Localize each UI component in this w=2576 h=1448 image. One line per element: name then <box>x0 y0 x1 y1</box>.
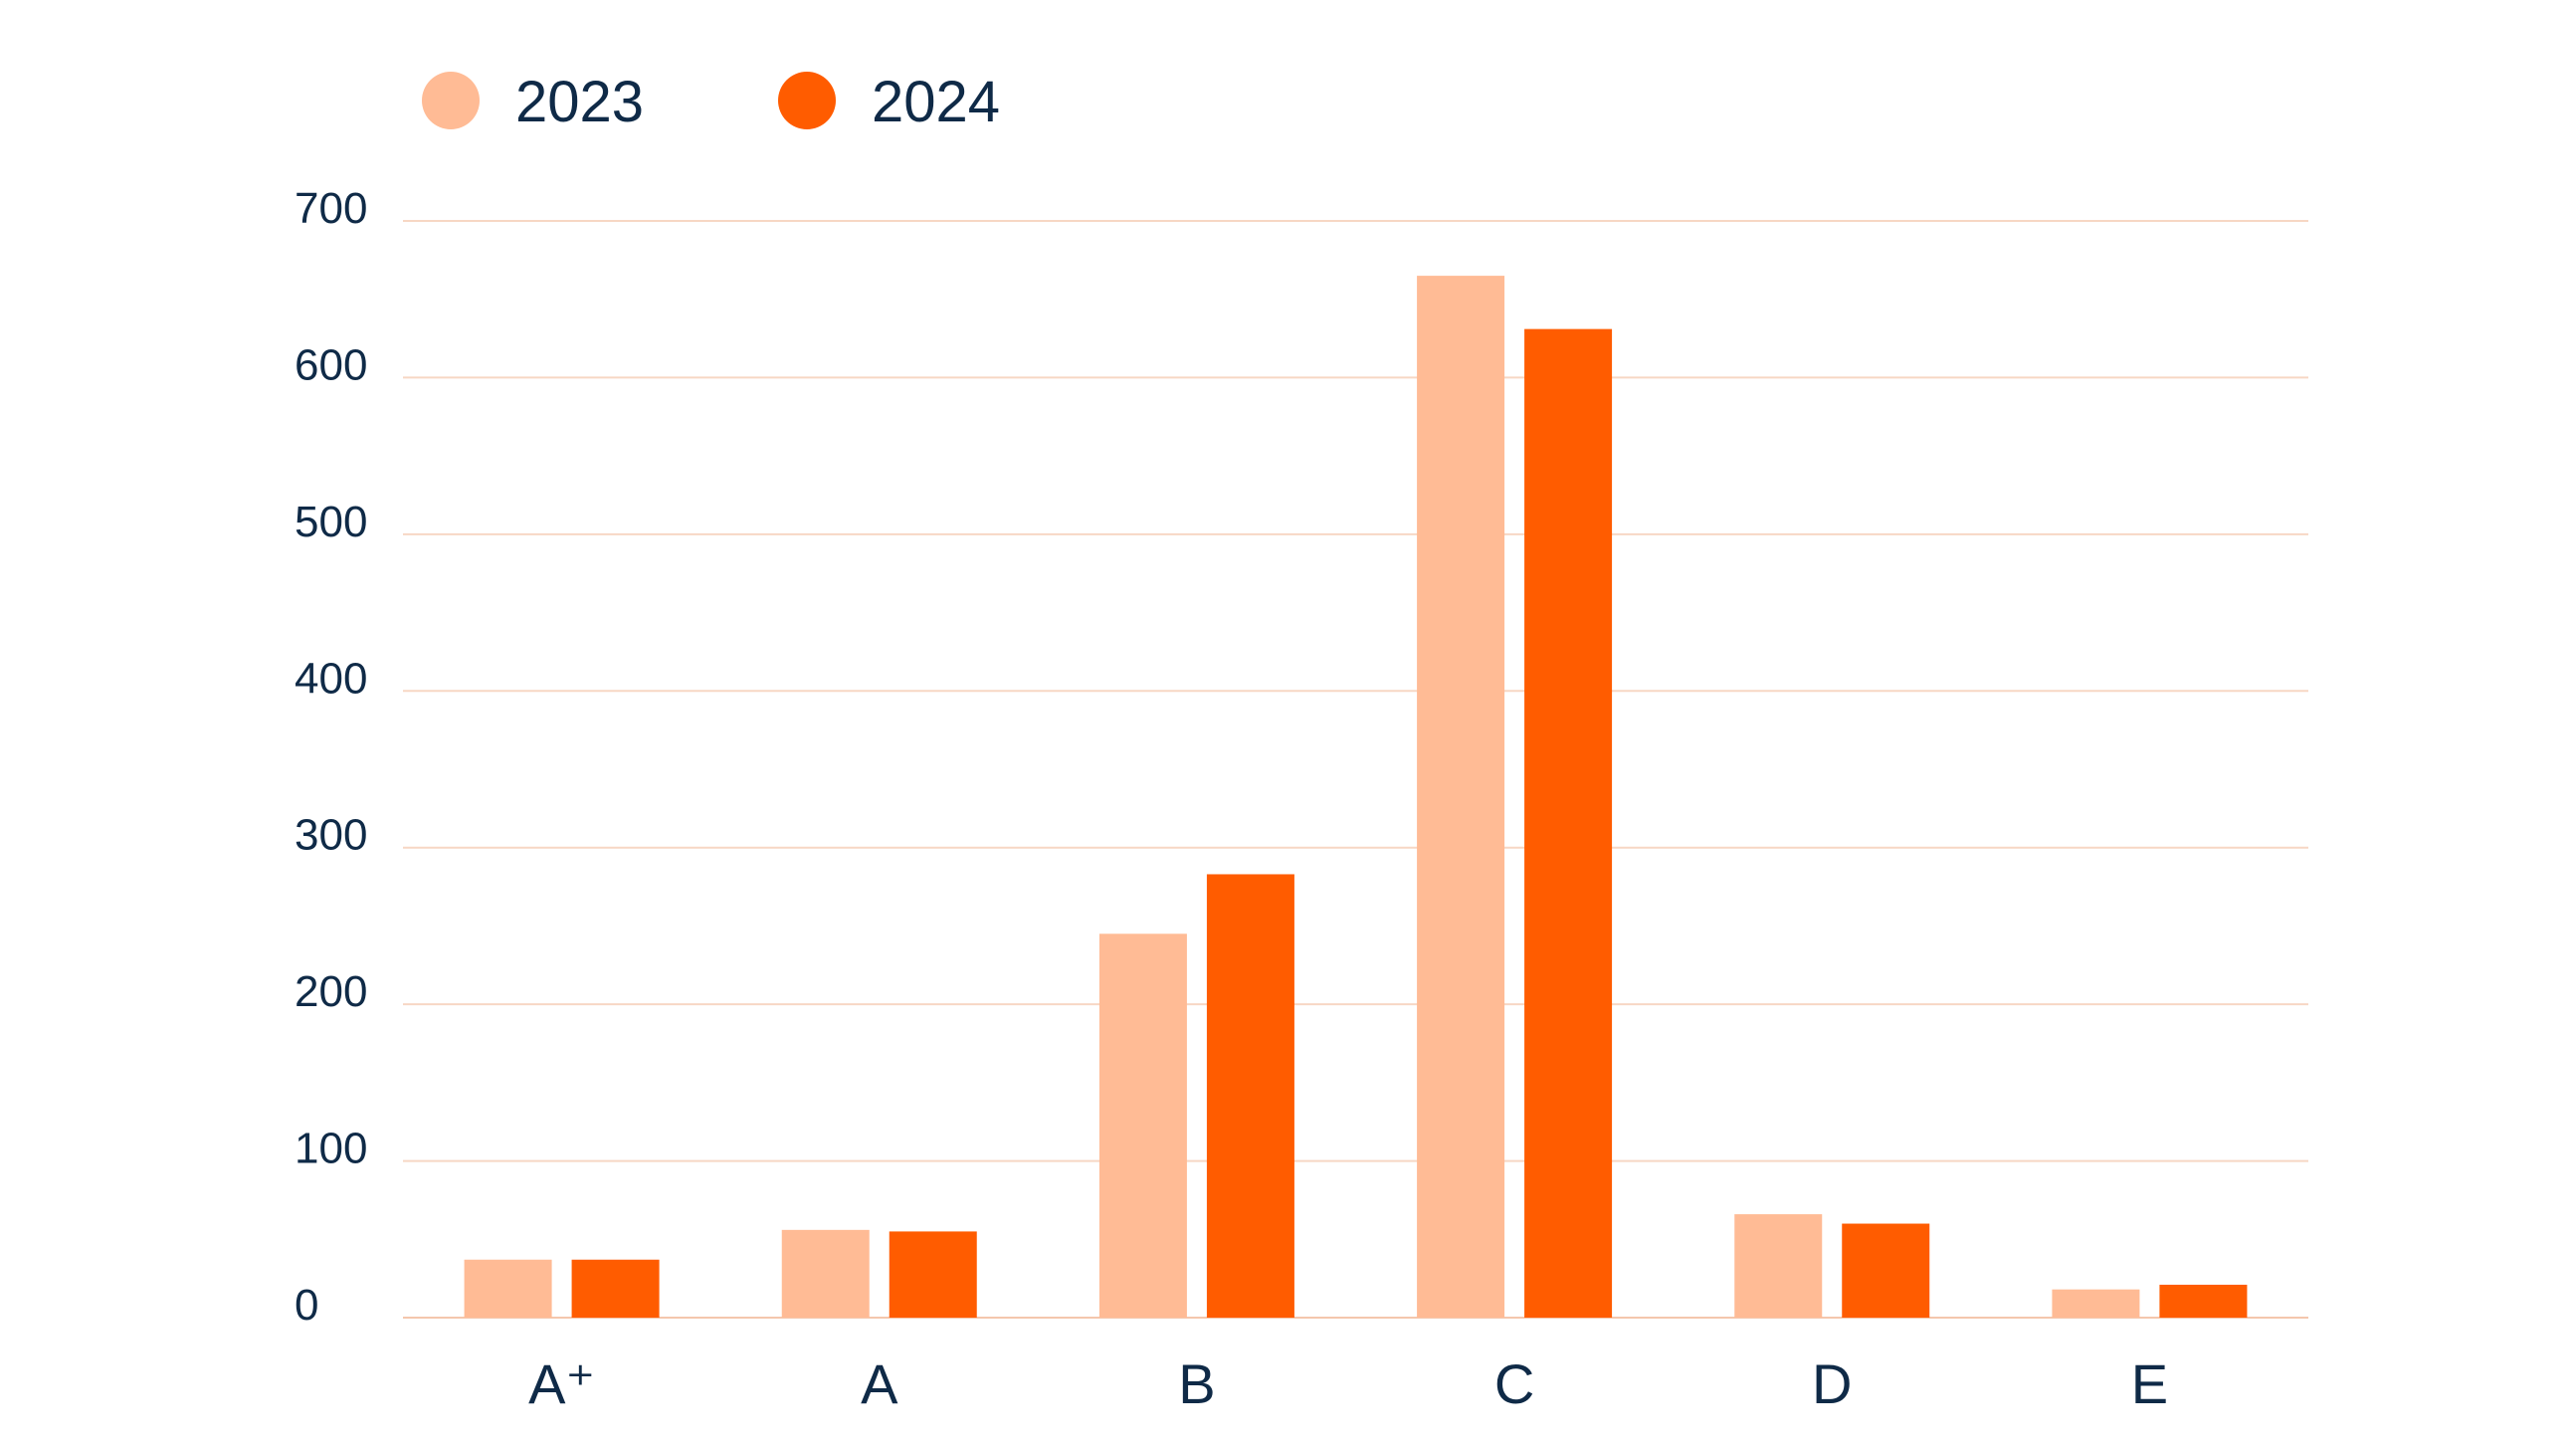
y-tick-label: 0 <box>295 1281 318 1330</box>
bar-2024-5 <box>2159 1284 2248 1318</box>
bar-2024-0 <box>571 1259 660 1318</box>
x-tick-label: C <box>1494 1352 1534 1415</box>
bar-2024-1 <box>889 1231 977 1318</box>
y-axis-ticks: 0 100 200 300 400 500 600 700 <box>295 184 367 1330</box>
legend-swatch-2023 <box>422 72 480 129</box>
x-tick-label: E <box>2131 1352 2168 1415</box>
bar-2024-2 <box>1206 874 1294 1318</box>
bar-2024-3 <box>1524 328 1613 1318</box>
y-tick-label: 500 <box>295 498 367 546</box>
bar-2023-5 <box>2052 1289 2140 1318</box>
bars <box>464 276 2248 1319</box>
legend-label: 2024 <box>872 70 1000 134</box>
y-tick-label: 400 <box>295 654 367 703</box>
x-axis-ticks: A⁺ A B C D E <box>528 1352 2168 1415</box>
legend-label: 2023 <box>515 70 644 134</box>
y-tick-label: 300 <box>295 811 367 860</box>
y-tick-label: 700 <box>295 184 367 233</box>
x-tick-label: A⁺ <box>528 1352 595 1415</box>
y-tick-label: 100 <box>295 1125 367 1173</box>
bar-2023-1 <box>781 1229 870 1318</box>
x-tick-label: A <box>861 1352 898 1415</box>
bar-2023-2 <box>1098 933 1187 1318</box>
y-tick-label: 600 <box>295 340 367 389</box>
y-tick-label: 200 <box>295 967 367 1016</box>
bar-2023-4 <box>1734 1214 1823 1318</box>
grid-lines <box>403 220 2308 1319</box>
x-tick-label: D <box>1812 1352 1852 1415</box>
bar-2024-4 <box>1842 1223 1930 1318</box>
bar-2023-3 <box>1417 276 1505 1319</box>
bar-2023-0 <box>464 1259 552 1318</box>
legend-swatch-2024 <box>778 72 836 129</box>
x-tick-label: B <box>1178 1352 1215 1415</box>
legend: 2023 2024 <box>422 70 1000 134</box>
